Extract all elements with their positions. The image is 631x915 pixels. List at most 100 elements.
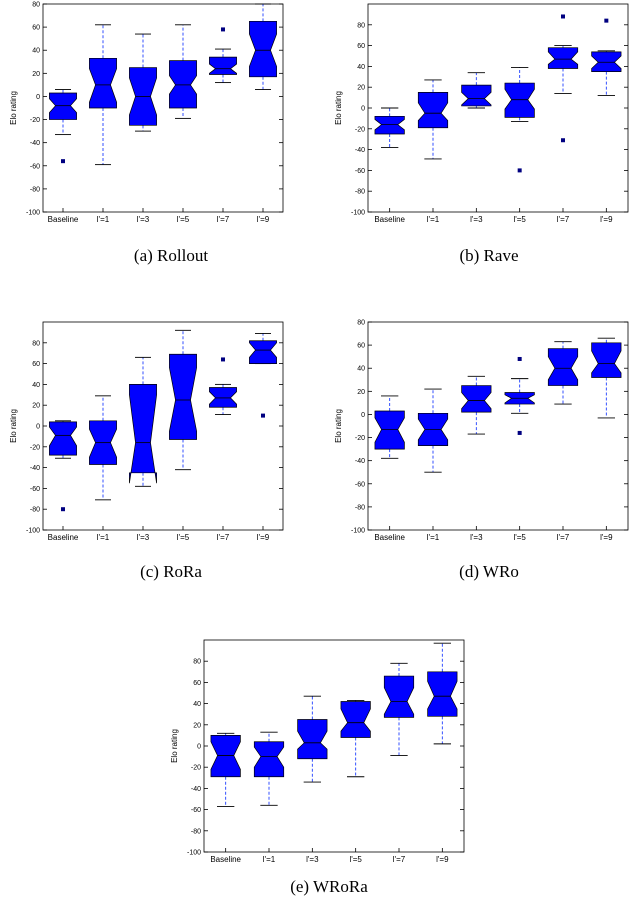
notched-box [340,701,371,738]
y-tick-label: 0 [197,744,201,751]
box-l'=7 [209,27,237,84]
notched-box [49,421,77,456]
box-l'=9 [591,337,622,419]
x-tick-label: Baseline [48,533,79,542]
x-tick-label: l'=3 [306,855,319,864]
x-tick-label: l'=1 [263,855,276,864]
box-l'=5 [340,699,371,778]
notched-box [209,56,237,75]
box-l'=1 [417,79,449,160]
box-Baseline [49,420,77,512]
outlier-point [517,168,522,173]
box-l'=5 [169,24,197,119]
notched-box [374,410,405,450]
x-tick-label: l'=7 [557,533,570,542]
box-l'=7 [383,662,415,756]
x-tick-label: l'=9 [600,215,613,224]
x-tick-label: l'=5 [177,215,190,224]
caption-b: (b) Rave [459,246,519,265]
notched-box [374,115,405,135]
y-axis-label: Elo rating [334,91,343,125]
box-l'=3 [461,72,492,109]
notched-box [417,92,449,129]
y-tick-label: 40 [32,382,40,389]
notched-box [210,735,241,778]
y-tick-label: -20 [355,435,365,442]
outlier-point [561,14,565,19]
box-l'=3 [297,695,328,783]
x-tick-label: l'=1 [427,215,440,224]
box-l'=1 [89,395,117,501]
notched-box [129,384,157,484]
y-axis-label: Elo rating [334,409,343,443]
x-tick-label: l'=1 [97,533,110,542]
y-tick-label: -80 [191,828,201,835]
y-tick-label: 20 [32,403,40,410]
x-tick-label: l'=1 [97,215,110,224]
box-Baseline [210,732,241,807]
x-tick-label: l'=5 [513,215,526,224]
y-tick-label: -20 [191,765,201,772]
notched-box [461,84,492,107]
box-l'=3 [129,33,157,132]
x-tick-label: l'=3 [470,215,483,224]
caption-c: (c) RoRa [140,562,202,581]
box-l'=1 [253,731,285,806]
outlier-point [561,138,565,143]
y-tick-label: -60 [355,168,365,175]
y-tick-label: -80 [355,189,365,196]
box-Baseline [49,89,77,164]
notched-box [461,385,492,413]
y-axis-label: Elo rating [170,729,179,763]
outlier-point [517,430,522,435]
caption-d: (d) WRo [459,562,519,581]
y-tick-label: 20 [32,71,40,78]
x-tick-label: l'=9 [436,855,449,864]
box-l'=5 [504,356,535,435]
x-tick-label: l'=3 [137,533,150,542]
y-tick-label: 0 [36,424,40,431]
x-tick-label: Baseline [374,533,405,542]
caption-e: (e) WRoRa [290,877,368,896]
notched-box [427,671,458,717]
x-tick-label: l'=7 [217,533,230,542]
y-tick-label: 80 [357,22,365,29]
plot-frame [203,639,465,853]
box-l'=9 [591,18,622,96]
box-l'=7 [547,341,579,405]
x-tick-label: l'=3 [470,533,483,542]
y-tick-label: -40 [30,465,40,472]
y-tick-label: 0 [361,106,365,113]
y-tick-label: 60 [193,680,201,687]
y-tick-label: 40 [357,366,365,373]
notched-box [547,47,579,69]
y-axis-label: Elo rating [9,91,18,125]
boxplot-panel-rollout: -100 -80 -60 -40 -20 0 20 40 60 80 Elo rating Basel… [9,2,284,224]
x-tick-label: l'=3 [137,215,150,224]
boxplot-panel-wrora: -100 -80 -60 -40 -20 0 20 40 60 80 Elo rating Basel… [170,639,465,864]
y-axis-label: Elo rating [9,409,18,443]
y-tick-label: -100 [351,528,365,535]
plot-frame [367,321,629,531]
notched-box [249,20,277,78]
box-l'=5 [504,66,535,173]
x-tick-label: Baseline [374,215,405,224]
x-tick-label: l'=9 [257,533,270,542]
y-tick-label: 80 [32,340,40,347]
y-tick-label: 80 [32,2,40,9]
x-tick-label: l'=9 [257,215,270,224]
y-tick-label: -80 [30,507,40,514]
box-l'=9 [249,332,277,418]
y-tick-label: 60 [357,343,365,350]
x-tick-label: l'=1 [427,533,440,542]
y-tick-label: 20 [193,722,201,729]
box-l'=3 [461,375,492,435]
y-tick-label: -60 [30,163,40,170]
notched-box [297,719,328,760]
notched-box [591,342,622,378]
plot-frame [367,3,629,213]
outlier-point [261,413,265,418]
x-tick-label: l'=7 [557,215,570,224]
x-tick-label: l'=9 [600,533,613,542]
